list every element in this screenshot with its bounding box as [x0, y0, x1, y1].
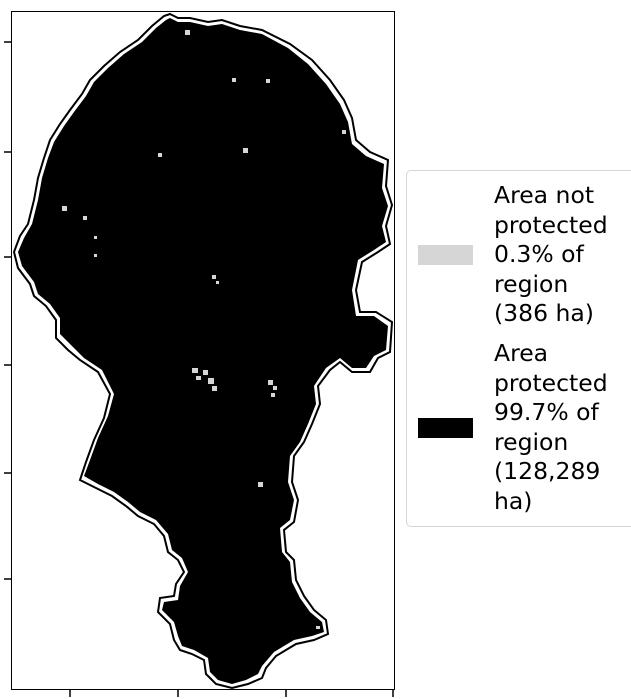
legend-line: protected [494, 368, 608, 397]
not-protected-patches [62, 30, 346, 629]
protected-area [18, 18, 388, 684]
legend-line: (128,289 [494, 457, 601, 485]
legend-line: (386 ha) [494, 299, 594, 327]
legend-item-not-protected: Area not protected 0.3% of region (386 h… [407, 181, 631, 329]
map-legend: Area not protected 0.3% of region (386 h… [406, 170, 631, 527]
region-outline [12, 12, 394, 690]
legend-swatch-not-protected [418, 244, 473, 265]
legend-line: Area not [494, 181, 595, 209]
legend-line: region [494, 269, 569, 298]
legend-line: protected [494, 210, 608, 239]
legend-item-protected: Area protected 99.7% of region (128,289 … [407, 339, 631, 516]
legend-line: Area [494, 339, 549, 367]
axis-ticks [4, 41, 394, 697]
legend-line: ha) [494, 486, 533, 515]
legend-line: 99.7% of [494, 398, 599, 426]
legend-line: 0.3% of [494, 240, 584, 268]
legend-label-protected: Area protected 99.7% of region (128,289 … [494, 339, 631, 516]
legend-swatch-protected [418, 417, 473, 438]
legend-line: region [494, 427, 569, 456]
legend-label-not-protected: Area not protected 0.3% of region (386 h… [494, 181, 631, 329]
